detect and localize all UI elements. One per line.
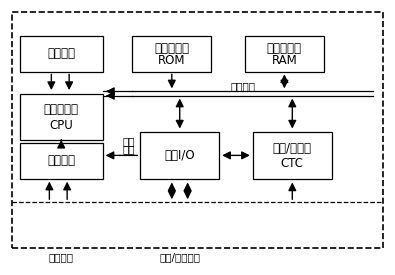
Text: 内部: 内部: [122, 136, 135, 146]
Text: RAM: RAM: [271, 54, 297, 67]
Text: 各种I/O: 各种I/O: [164, 149, 195, 162]
Text: CTC: CTC: [281, 157, 304, 170]
Bar: [12, 12, 383, 248]
Text: 程序存储器: 程序存储器: [154, 42, 189, 55]
Text: 数据存储器: 数据存储器: [267, 42, 302, 55]
Bar: [245, 36, 324, 72]
Text: 外部中断: 外部中断: [49, 252, 74, 262]
Bar: [132, 36, 211, 72]
Text: 定时/计数器: 定时/计数器: [273, 142, 312, 155]
Text: 中央处理器: 中央处理器: [44, 103, 79, 116]
Bar: [20, 94, 103, 140]
Text: 输入/输出设备: 输入/输出设备: [159, 252, 200, 262]
Bar: [140, 132, 219, 179]
Text: ROM: ROM: [158, 54, 186, 67]
Text: 中断: 中断: [122, 144, 135, 154]
Text: 时钟电路: 时钟电路: [47, 47, 75, 60]
Text: 内部总线: 内部总线: [230, 81, 256, 91]
Bar: [20, 143, 103, 179]
Bar: [253, 132, 332, 179]
Bar: [20, 36, 103, 72]
Text: 中断系统: 中断系统: [47, 154, 75, 167]
Text: CPU: CPU: [49, 119, 73, 132]
